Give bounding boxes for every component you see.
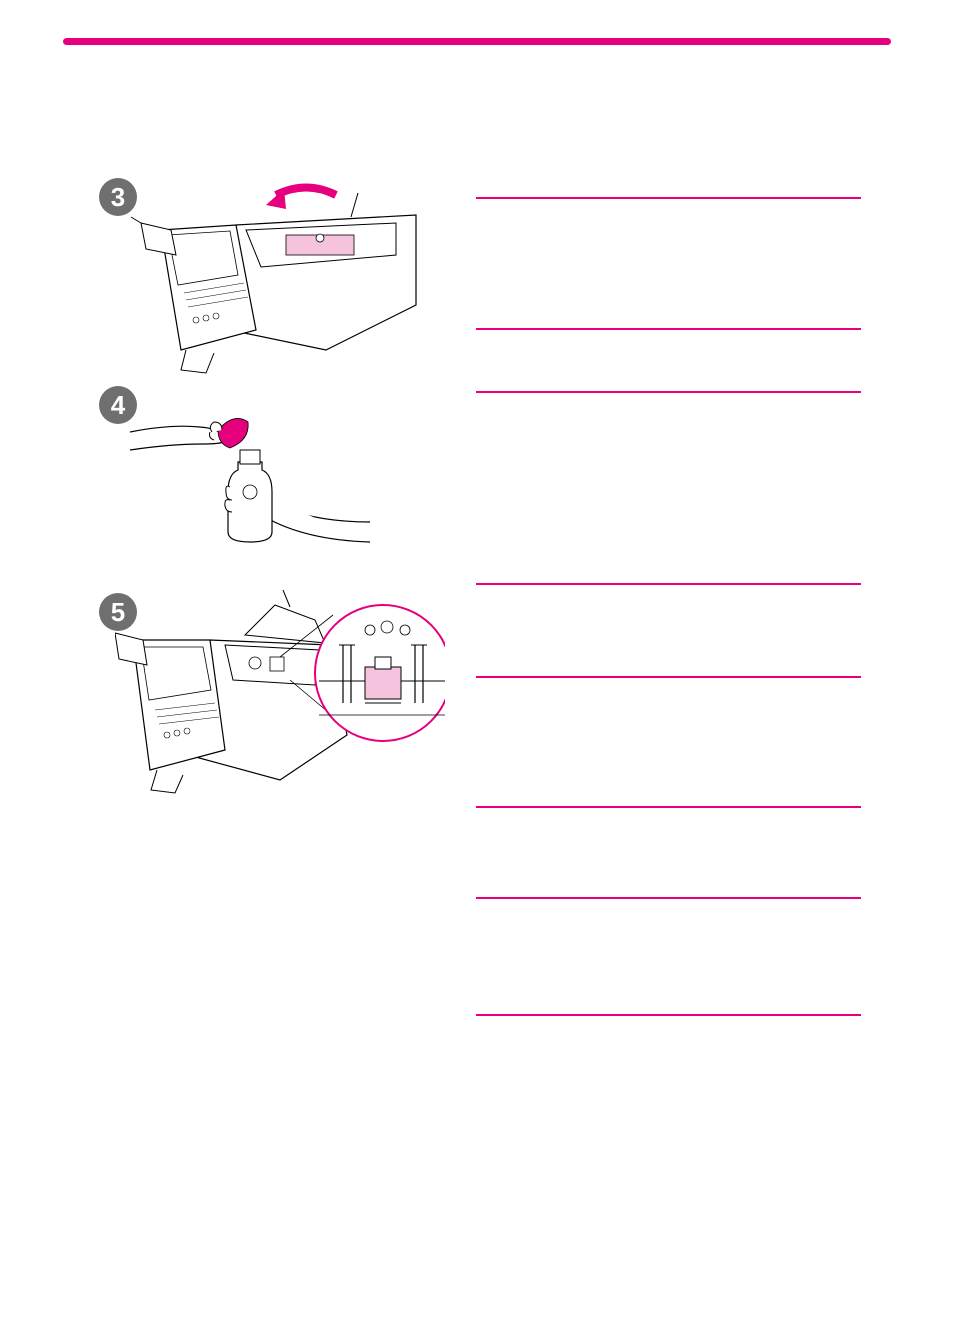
section-rule [476, 806, 861, 808]
section-rule [476, 676, 861, 678]
page-top-rule [63, 38, 891, 45]
illustration-step-4 [130, 392, 370, 562]
section-rule [476, 583, 861, 585]
section-rule [476, 1014, 861, 1016]
section-rule [476, 328, 861, 330]
hands-bottle-svg [130, 392, 370, 562]
section-rule [476, 897, 861, 899]
printer-inset-svg [115, 585, 445, 800]
illustration-step-5 [115, 585, 445, 800]
section-rule [476, 391, 861, 393]
step-badge-label: 4 [111, 390, 125, 421]
printer-open-lid-svg [126, 175, 428, 375]
illustration-step-3 [126, 175, 428, 375]
section-rule [476, 197, 861, 199]
step-badge-label: 3 [111, 182, 125, 213]
